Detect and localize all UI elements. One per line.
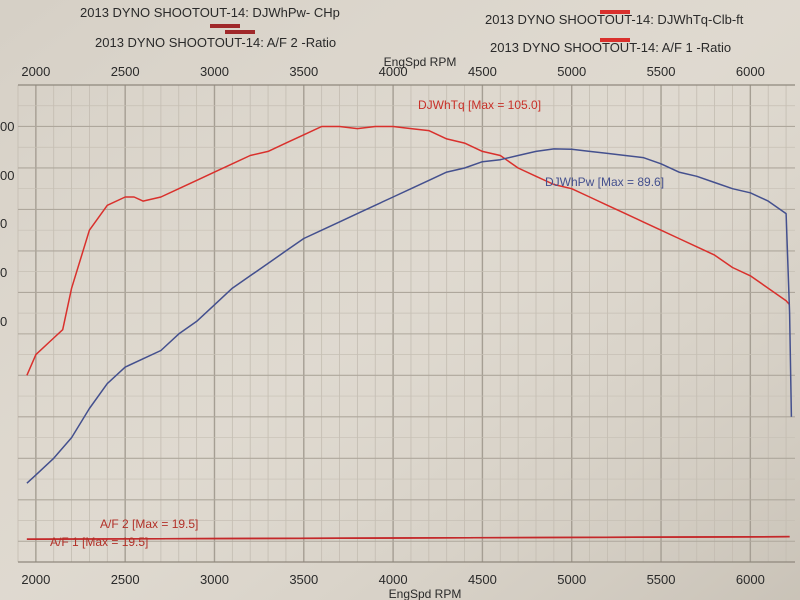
x-axis-title-bottom: EngSpd RPM	[389, 587, 462, 600]
x-tick-top-6000: 6000	[736, 64, 765, 79]
x-tick-top-2000: 2000	[21, 64, 50, 79]
legend-swatch-2	[225, 30, 255, 34]
x-tick-bottom-2500: 2500	[111, 572, 140, 587]
x-tick-bottom-3000: 3000	[200, 572, 229, 587]
series-label-djwhpw: DJWhPw [Max = 89.6]	[545, 175, 664, 189]
x-tick-bottom-6000: 6000	[736, 572, 765, 587]
series-label-a-f-1: A/F 1 [Max = 19.5]	[50, 535, 148, 549]
legend-entry-2: 2013 DYNO SHOOTOUT-14: A/F 2 -Ratio	[95, 35, 336, 50]
series-line-djwhpw	[26, 148, 793, 484]
x-tick-top-3500: 3500	[289, 64, 318, 79]
legend-swatch-4	[600, 38, 630, 42]
x-tick-bottom-5000: 5000	[557, 572, 586, 587]
y-tick-fragment-1: 00	[0, 119, 14, 134]
legend-swatch-1	[210, 24, 240, 28]
series-label-a-f-2: A/F 2 [Max = 19.5]	[100, 517, 198, 531]
x-tick-top-3000: 3000	[200, 64, 229, 79]
legend-entry-4: 2013 DYNO SHOOTOUT-14: A/F 1 -Ratio	[490, 40, 731, 55]
x-tick-top-4500: 4500	[468, 64, 497, 79]
y-tick-fragment-5: 0	[0, 314, 7, 329]
x-tick-top-4000: 4000	[379, 64, 408, 79]
y-tick-fragment-2: 00	[0, 168, 14, 183]
grid	[17, 84, 795, 563]
x-axis-title-top: EngSpd RPM	[384, 55, 457, 69]
x-tick-bottom-4000: 4000	[379, 572, 408, 587]
x-tick-bottom-2000: 2000	[21, 572, 50, 587]
legend: 2013 DYNO SHOOTOUT-14: DJWhPw- CHp 2013 D…	[80, 5, 744, 55]
series-line-a-f-1	[26, 535, 790, 540]
legend-swatch-3	[600, 10, 630, 14]
x-tick-top-5000: 5000	[557, 64, 586, 79]
x-tick-top-2500: 2500	[111, 64, 140, 79]
series-line-djwhtq	[26, 125, 791, 376]
series-labels: DJWhTq [Max = 105.0] DJWhPw [Max = 89.6] A…	[50, 98, 664, 549]
y-tick-fragment-4: 0	[0, 265, 7, 280]
x-axis-top: 2000 2500 3000 3500 4000 4500 5000 5500 6000 EngS…	[21, 55, 764, 79]
series-label-djwhtq: DJWhTq [Max = 105.0]	[418, 98, 541, 112]
series-layer	[26, 125, 793, 540]
x-tick-top-5500: 5500	[647, 64, 676, 79]
x-tick-bottom-3500: 3500	[289, 572, 318, 587]
x-axis-bottom: 2000 2500 3000 3500 4000 4500 5000 5500 6000 EngS…	[21, 572, 764, 600]
x-tick-bottom-5500: 5500	[647, 572, 676, 587]
y-tick-fragment-3: 0	[0, 216, 7, 231]
x-tick-bottom-4500: 4500	[468, 572, 497, 587]
legend-entry-1: 2013 DYNO SHOOTOUT-14: DJWhPw- CHp	[80, 5, 340, 20]
legend-entry-3: 2013 DYNO SHOOTOUT-14: DJWhTq-Clb-ft	[485, 12, 744, 27]
